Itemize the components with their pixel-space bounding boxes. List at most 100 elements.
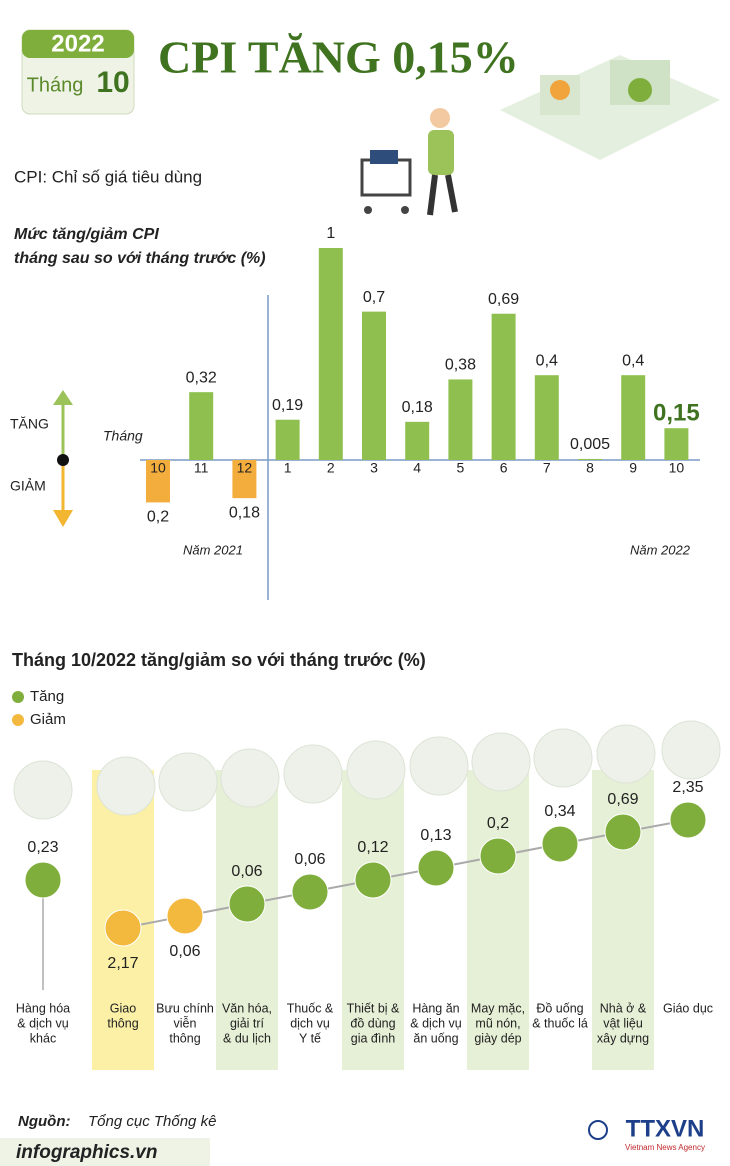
category-label: Đồ uống [536,1001,583,1015]
category-label: Hàng hóa [16,1001,70,1015]
x-label: Tháng [103,428,143,444]
icon [158,752,218,812]
value-label: 0,005 [570,436,610,453]
category-label: Giao [110,1001,136,1015]
bar [318,248,343,460]
monthly-chart: Mức tăng/giảm CPI tháng sau so với tháng … [10,225,700,600]
bar [189,392,214,460]
value-label: 2,35 [672,779,703,796]
category-label: Bưu chính [156,1001,214,1015]
value-label: 2,17 [107,955,138,972]
category-label: & dịch vụ [410,1016,461,1030]
category-label: Nhà ở & [600,1001,647,1015]
value-label: 0,2 [147,509,169,526]
x-tick-label: 9 [629,460,637,476]
bar [664,428,689,460]
icon [346,740,406,800]
dot [24,861,62,899]
bar [405,421,430,460]
value-label: 0,23 [27,839,58,856]
category-label: Giáo dục [663,1001,713,1015]
arrow-down-head [53,510,73,527]
category-label: giải trí [230,1016,265,1030]
value-label: 0,12 [357,839,388,856]
value-label: 0,19 [272,397,303,414]
arrow-up-head [53,390,73,405]
category-label: thông [107,1016,138,1030]
value-label: 0,69 [607,791,638,808]
value-label: 0,13 [420,827,451,844]
category-label: xây dựng [597,1031,649,1045]
category-label: & dịch vụ [17,1016,68,1030]
category-label: viễn [174,1015,197,1030]
month: 10 [96,66,129,99]
x-tick-label: 7 [543,460,551,476]
value-label: 0,06 [169,943,200,960]
bar [275,419,300,460]
chart-title: tháng sau so với tháng trước (%) [14,250,266,267]
dot [354,861,392,899]
legend-dot [12,714,24,726]
dot [669,801,707,839]
x-tick-label: 3 [370,460,378,476]
icon [220,748,280,808]
dot [166,897,204,935]
legend-label: Giảm [30,711,66,728]
icon [283,744,343,804]
chart-title: Mức tăng/giảm CPI [14,226,159,243]
source-label: Nguồn: [18,1113,70,1130]
bar [448,379,473,460]
title: CPI TĂNG 0,15% [158,32,519,83]
x-tick-label: 12 [237,460,253,476]
value-label: 0,15 [653,400,700,427]
bar [491,313,516,460]
category-label: gia đình [351,1031,396,1045]
up-label: TĂNG [10,416,49,432]
year-label: Năm 2022 [630,542,691,557]
category-label: vật liệu [603,1016,643,1030]
column-band [342,770,404,1070]
dot [417,849,455,887]
calendar-top [22,30,134,58]
category-label: & thuốc lá [532,1016,588,1030]
x-tick-label: 10 [150,460,166,476]
x-tick-label: 11 [194,460,209,476]
value-label: 0,06 [294,851,325,868]
down-label: GIẢM [10,478,46,494]
bar [232,460,257,499]
bar [578,458,602,460]
category-label: Thiết bị & [347,1001,400,1015]
value-label: 0,32 [186,369,217,386]
agency: TTXVN [626,1115,705,1142]
value-label: 0,2 [487,815,509,832]
legend-label: Tăng [30,688,64,705]
category-label: May mặc, [471,1001,525,1015]
value-label: 1 [326,225,335,242]
month-label: Tháng [27,74,84,96]
dot [291,873,329,911]
x-tick-label: 4 [413,460,421,476]
arrow-dot [57,454,69,466]
category-label: thông [169,1031,200,1045]
icon [596,724,656,784]
value-label: 0,7 [363,289,385,306]
site: infographics.vn [16,1142,157,1163]
value-label: 0,4 [622,352,644,369]
value-label: 0,4 [536,352,558,369]
category-label: Thuốc & [287,1001,334,1015]
x-tick-label: 10 [669,460,685,476]
bar [146,460,170,503]
category-label: Văn hóa, [222,1001,272,1015]
chart-title: Tháng 10/2022 tăng/giảm so với tháng trư… [12,650,426,670]
bar [534,375,559,460]
footer-band [0,1138,210,1166]
agency-sub: Vietnam News Agency [625,1143,705,1152]
connector [122,819,689,929]
year-label: Năm 2021 [183,542,243,557]
value-label: 0,69 [488,291,519,308]
category-label: khác [30,1031,56,1045]
icon [471,732,531,792]
copyright-icon [588,1120,608,1140]
category-label: Y tế [299,1031,321,1045]
